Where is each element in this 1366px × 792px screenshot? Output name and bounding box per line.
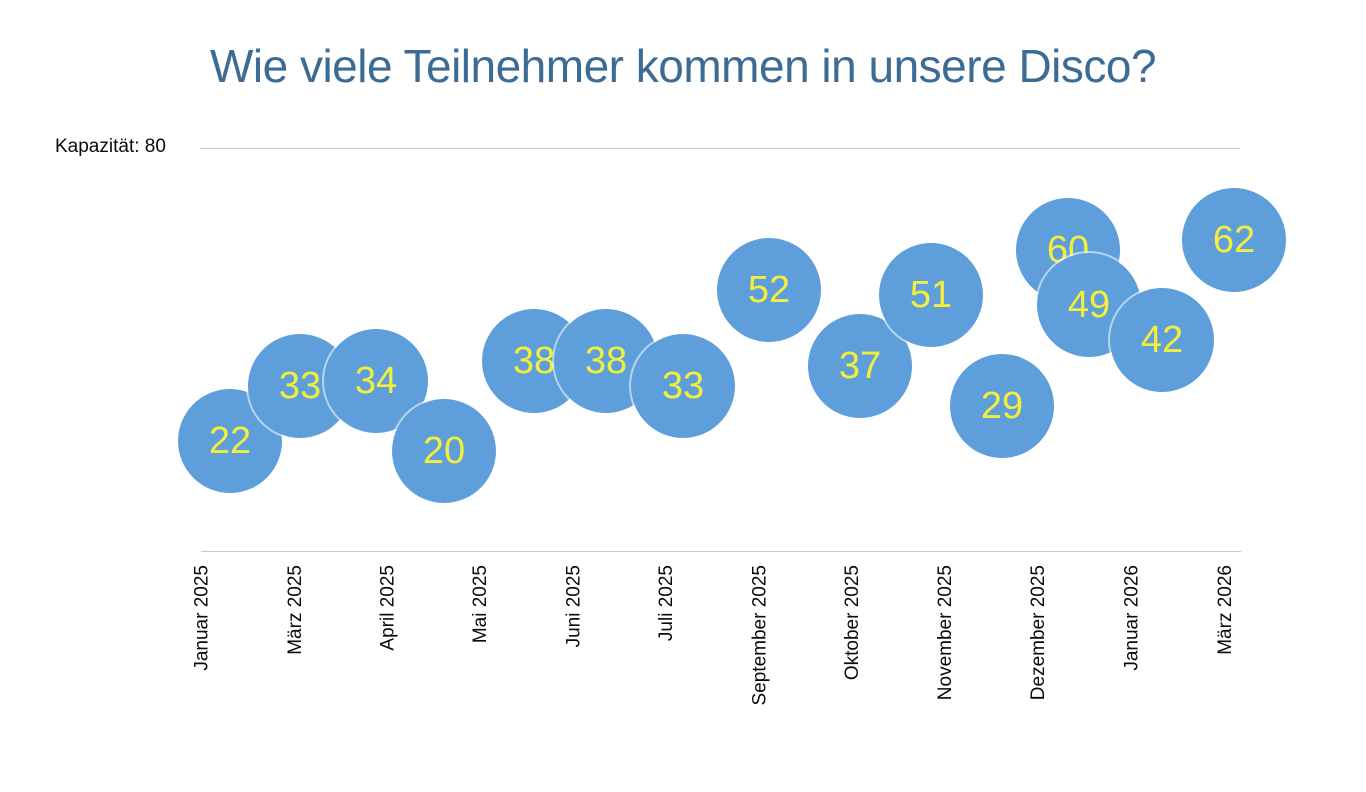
data-point-bubble: 20 <box>392 399 496 504</box>
bubble-value-label: 29 <box>980 384 1024 427</box>
x-axis-tick-label: März 2026 <box>1214 565 1236 655</box>
x-axis-line <box>201 551 1241 552</box>
bubble-value-label: 49 <box>1067 284 1111 327</box>
x-axis-tick-label: September 2025 <box>749 565 771 706</box>
capacity-label: Kapazität: 80 <box>55 136 166 157</box>
bubble-value-label: 34 <box>354 359 398 402</box>
bubble-value-label: 38 <box>584 339 628 382</box>
bubble-value-label: 52 <box>747 269 791 312</box>
data-point-bubble: 33 <box>631 333 735 438</box>
x-axis-tick-label: November 2025 <box>935 565 957 701</box>
x-axis-tick-label: März 2025 <box>284 565 306 655</box>
bubble-value-label: 38 <box>512 339 556 382</box>
x-axis-tick-label: Januar 2025 <box>191 565 213 671</box>
x-axis-tick-label: Oktober 2025 <box>842 565 864 681</box>
data-point-bubble: 62 <box>1182 187 1286 292</box>
bubble-value-label: 51 <box>909 274 953 317</box>
x-axis-tick-label: Dezember 2025 <box>1028 565 1050 701</box>
data-point-bubble: 51 <box>879 243 983 348</box>
bubble-value-label: 33 <box>661 364 705 407</box>
capacity-reference-line <box>200 148 1240 149</box>
bubble-value-label: 22 <box>208 420 252 463</box>
bubble-value-label: 37 <box>838 344 882 387</box>
chart-title: Wie viele Teilnehmer kommen in unsere Di… <box>209 40 1157 92</box>
data-point-bubble: 37 <box>808 313 912 418</box>
bubble-value-label: 62 <box>1212 218 1256 261</box>
data-point-bubble: 52 <box>717 238 821 343</box>
x-axis-tick-label: Januar 2026 <box>1121 565 1143 671</box>
bubble-value-label: 42 <box>1140 319 1184 362</box>
x-axis-tick-label: Juni 2025 <box>563 565 585 648</box>
bubble-value-label: 33 <box>278 364 322 407</box>
data-point-bubble: 29 <box>950 353 1054 458</box>
data-point-bubble: 42 <box>1110 288 1214 393</box>
x-axis-tick-label: Mai 2025 <box>470 565 492 644</box>
x-axis-tick-label: Juli 2025 <box>656 565 678 642</box>
bubble-value-label: 20 <box>422 430 466 473</box>
x-axis-tick-label: April 2025 <box>377 565 399 651</box>
